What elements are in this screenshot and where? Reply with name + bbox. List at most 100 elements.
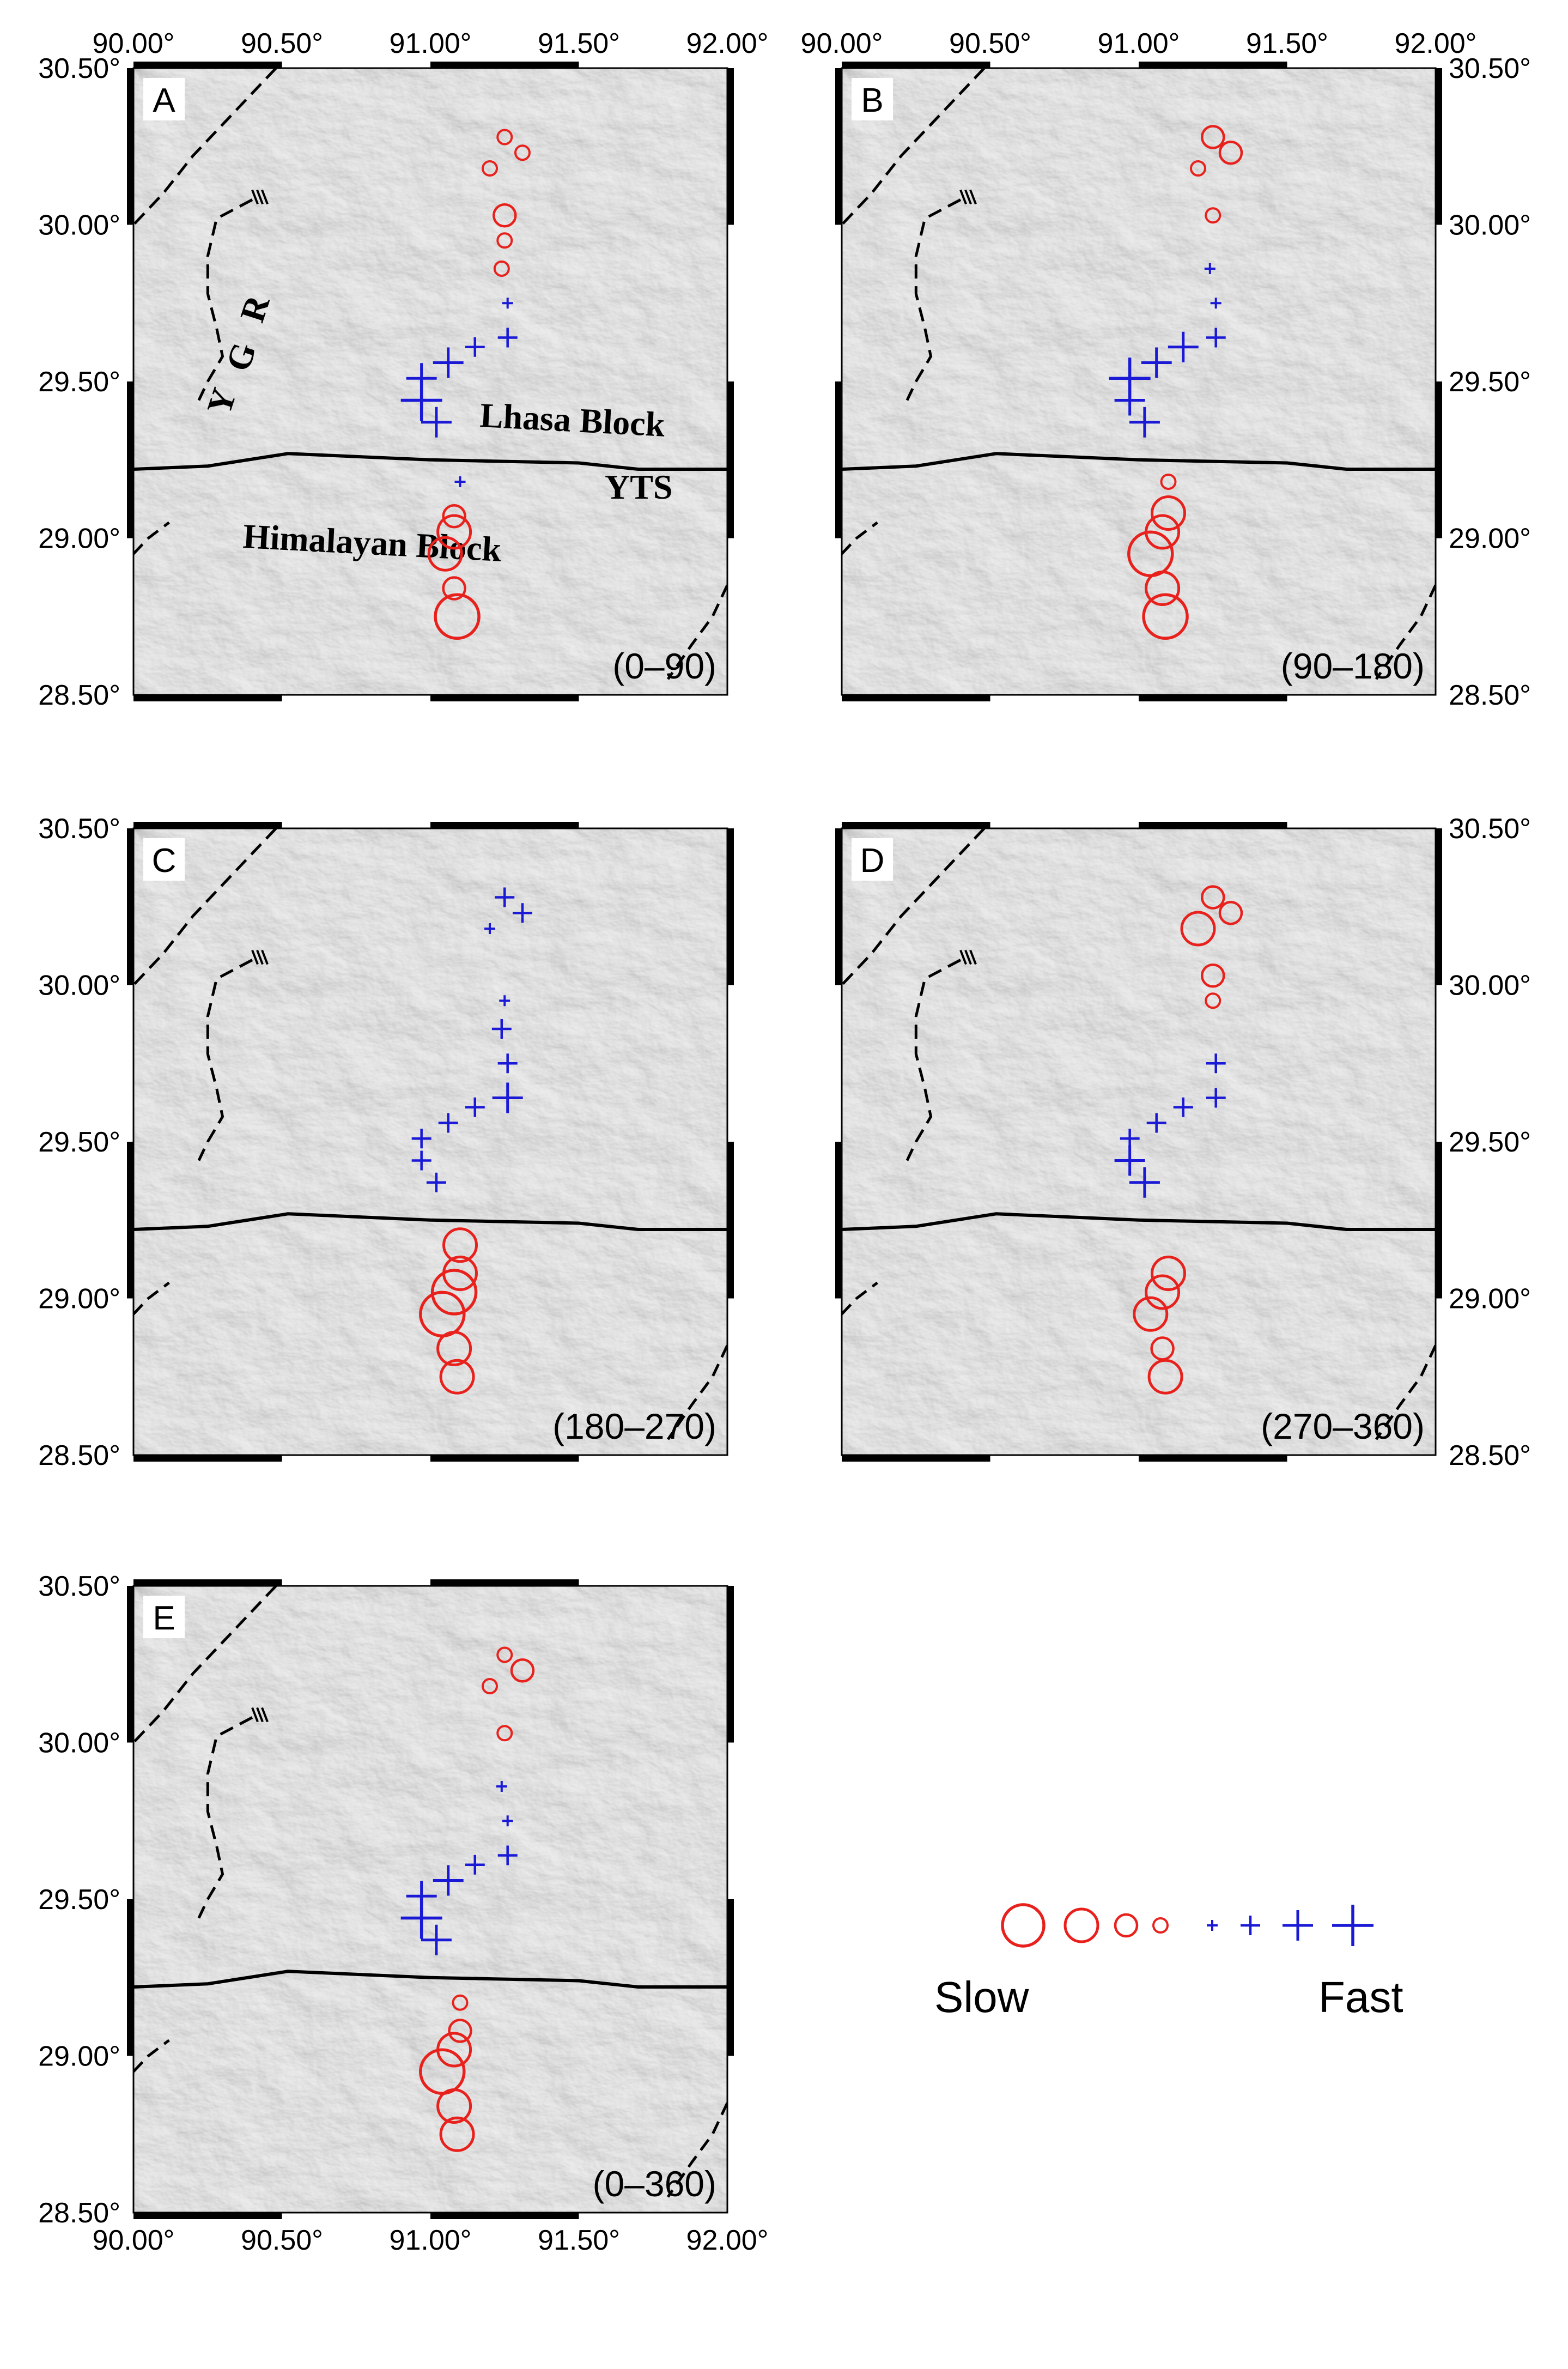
frame-bar [727,68,734,225]
fast-cross-symbol [465,1097,485,1117]
lat-tick-label: 30.50° [1449,53,1531,84]
fast-cross-symbol [1141,347,1172,378]
legend: Slow Fast [934,1903,1403,2021]
fault-lines [133,68,727,680]
fast-cross-symbol [421,1924,452,1955]
lat-tick-label: 29.00° [1449,523,1531,555]
fast-cross-symbol [497,328,518,348]
slow-circle-symbol [1180,911,1216,947]
fast-cross-symbol [502,298,513,309]
fast-cross-symbol [400,379,442,421]
fast-cross-symbol [512,903,532,923]
terrain-relief [133,68,727,695]
frame-bar [1436,381,1442,538]
legend-slow-circle [1114,1913,1139,1938]
frame-bar [430,1579,579,1586]
terrain-relief [842,828,1436,1455]
yts-suture-line [133,1212,727,1231]
panel-letter: B [861,82,883,119]
fast-cross-symbol [1210,298,1221,309]
fast-cross-symbol [1114,1145,1145,1176]
fast-cross-symbol [1173,1097,1193,1117]
frame-bar [133,2213,282,2219]
frame-bar [727,1899,734,2056]
fast-cross-symbol [491,1019,512,1039]
ygr-rift-line [197,1716,253,1919]
panel-letter: D [860,842,885,880]
lat-tick-label: 29.00° [38,2041,120,2073]
frame-bar [127,68,133,225]
slow-circle-symbol [1147,1359,1183,1395]
azimuth-range-label: (90–180) [1281,646,1425,686]
slow-circle-symbol [442,576,466,601]
frame-bar [1139,822,1287,828]
fault-hachure [251,949,259,965]
fast-cross-symbol [1206,1053,1226,1074]
frame-bar [430,2213,579,2219]
lon-tick-label: 90.00° [801,28,883,59]
slow-circle-symbol [430,1269,478,1316]
fast-cross-symbol [499,995,510,1007]
fault-hachure [959,949,967,965]
panel-letter-box [852,838,893,881]
lat-tick-label: 30.00° [38,210,120,241]
lat-tick-label: 30.00° [38,1728,120,1759]
frame-bar [133,1579,282,1586]
slow-circle-symbol [1160,474,1177,490]
frame-bar [1436,1142,1442,1299]
panel-letter-box [143,78,185,120]
lat-tick-label: 29.00° [38,1283,120,1315]
slow-circle-symbol [452,1994,469,2011]
fast-cross-symbol [433,347,464,378]
slow-circle-symbol [496,1646,513,1663]
slow-circle-symbol [496,232,513,249]
lon-tick-label: 91.00° [1098,28,1180,59]
yts-suture-line [133,452,727,471]
lon-tick-label: 90.00° [93,2225,175,2256]
lon-tick-label: 91.00° [390,2225,472,2256]
frame-bar [127,1142,133,1299]
lat-tick-label: 29.50° [38,366,120,398]
frame-bar [727,1142,734,1299]
fault-hachure [964,949,972,965]
fast-cross-symbol [433,1865,464,1896]
lat-tick-label: 29.00° [38,523,120,555]
fast-cross-symbol [411,1150,431,1171]
fast-cross-symbol [438,1113,458,1133]
fast-cross-symbol [421,407,452,438]
map-panel-d: 30.50° 30.00° 29.50° 29.00° 28.50° D (270–360) [835,813,1531,1471]
fault-hachure [959,189,967,205]
fast-cross-symbol [1204,263,1215,274]
frame-bar [727,381,734,538]
slow-circle-symbol [482,1678,498,1694]
slow-circle-symbol [1142,593,1189,640]
panel-letter: A [153,82,175,119]
frame-bar [127,1899,133,2056]
terrain-relief [842,68,1436,695]
ygr-fault-line [133,1586,277,1744]
frame-bar [133,695,282,701]
lat-tick-label: 30.00° [1449,970,1531,1002]
azimuth-range-label: (0–360) [593,2164,717,2204]
yts-label: YTS [605,468,673,506]
lon-tick-label: 91.50° [1246,28,1328,59]
fast-cross-symbol [1120,1129,1140,1149]
fault-hachure [256,189,264,205]
fault-hachure [251,1707,259,1723]
slow-circle-symbol [436,2088,472,2124]
slow-circle-symbol [442,1227,478,1263]
fault-lines [842,828,1436,1440]
fault-hachure [969,189,977,205]
anisotropy-symbols [1109,125,1243,640]
azimuth-range-label: (270–360) [1261,1406,1425,1446]
fault-hachure [256,949,264,965]
lon-tick-label: 91.50° [538,2225,620,2256]
lat-tick-label: 30.50° [38,53,120,84]
frame-bar [835,68,842,225]
frame-bar [727,828,734,985]
slow-circle-symbol [1145,1274,1181,1310]
ygr-fault-line [842,68,986,226]
yts-suture-line [133,1970,727,1989]
lat-tick-label: 28.50° [38,2197,120,2229]
